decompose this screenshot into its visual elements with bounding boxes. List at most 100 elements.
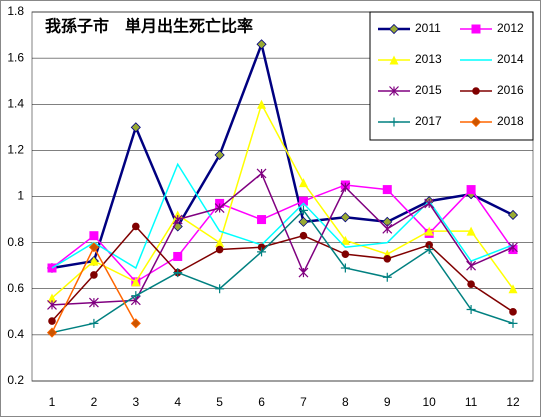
marker xyxy=(46,327,58,338)
marker xyxy=(47,299,57,310)
y-tick-label: 1.6 xyxy=(7,50,24,64)
marker xyxy=(389,86,399,96)
marker xyxy=(424,245,434,255)
x-tick-label: 6 xyxy=(258,395,265,409)
x-tick-label: 7 xyxy=(300,395,307,409)
legend-label: 2014 xyxy=(497,52,524,66)
series-line xyxy=(51,184,514,283)
marker xyxy=(214,149,225,161)
y-tick-label: 1.8 xyxy=(7,4,24,18)
marker xyxy=(298,205,308,215)
marker xyxy=(509,308,517,316)
marker xyxy=(340,212,351,223)
marker xyxy=(215,245,224,254)
marker xyxy=(340,263,350,273)
marker xyxy=(508,242,518,253)
legend-label: 2018 xyxy=(497,114,524,128)
marker xyxy=(341,250,350,258)
marker xyxy=(298,216,309,227)
x-tick-label: 3 xyxy=(132,395,139,409)
marker xyxy=(466,185,476,195)
marker xyxy=(257,99,267,109)
marker xyxy=(257,215,267,225)
legend-label: 2015 xyxy=(415,83,442,97)
marker xyxy=(382,272,392,282)
marker xyxy=(472,87,480,95)
marker xyxy=(48,317,56,325)
y-tick-label: 0.6 xyxy=(7,281,24,295)
legend-label: 2013 xyxy=(415,52,442,66)
marker xyxy=(507,209,519,221)
marker xyxy=(88,297,99,308)
marker xyxy=(89,256,99,266)
marker xyxy=(389,117,399,127)
y-tick-label: 0.4 xyxy=(7,327,24,341)
x-tick-label: 1 xyxy=(49,395,56,409)
marker xyxy=(88,242,99,253)
marker xyxy=(508,284,518,294)
x-tick-label: 4 xyxy=(174,395,181,409)
marker xyxy=(130,122,141,133)
x-tick-label: 5 xyxy=(216,395,223,409)
y-tick-label: 0.8 xyxy=(7,235,24,249)
marker xyxy=(173,268,183,278)
y-tick-label: 0.2 xyxy=(7,373,24,387)
marker xyxy=(89,318,99,328)
legend-label: 2016 xyxy=(497,83,524,97)
marker xyxy=(214,203,225,213)
series-line xyxy=(51,102,514,299)
marker xyxy=(298,178,308,188)
y-tick-label: 1.4 xyxy=(7,96,24,110)
marker xyxy=(340,235,350,245)
marker xyxy=(130,318,141,329)
marker xyxy=(508,318,518,328)
marker xyxy=(466,226,476,236)
marker xyxy=(470,116,482,128)
marker xyxy=(256,39,267,50)
series-line xyxy=(51,209,514,334)
marker xyxy=(257,247,267,257)
marker xyxy=(90,271,98,279)
marker xyxy=(425,241,433,249)
chart-title: 我孫子市 単月出生死亡比率 xyxy=(45,17,253,36)
marker xyxy=(256,168,267,179)
marker xyxy=(131,291,141,301)
marker xyxy=(382,223,393,234)
marker xyxy=(466,260,477,271)
marker xyxy=(299,231,308,240)
marker xyxy=(215,198,225,208)
marker xyxy=(298,196,308,206)
legend-label: 2017 xyxy=(415,114,442,128)
x-tick-label: 11 xyxy=(465,395,478,409)
marker xyxy=(467,280,475,288)
marker xyxy=(131,277,141,287)
marker xyxy=(382,185,392,195)
marker xyxy=(298,267,309,278)
marker xyxy=(215,284,225,294)
legend-label: 2012 xyxy=(497,21,524,35)
marker xyxy=(424,226,434,236)
x-tick-label: 8 xyxy=(342,395,349,409)
marker xyxy=(389,55,399,65)
marker xyxy=(47,293,57,303)
marker xyxy=(215,238,225,248)
marker xyxy=(388,23,400,35)
marker xyxy=(383,254,392,263)
marker xyxy=(340,182,351,193)
series-line xyxy=(51,225,514,322)
x-tick-label: 10 xyxy=(423,395,437,409)
x-tick-label: 9 xyxy=(384,395,391,409)
marker xyxy=(172,214,183,225)
x-tick-label: 2 xyxy=(91,395,98,409)
marker xyxy=(424,198,435,209)
marker xyxy=(466,305,476,315)
legend-label: 2011 xyxy=(415,21,441,35)
legend-box xyxy=(369,11,534,141)
marker xyxy=(173,251,183,261)
marker xyxy=(132,222,140,231)
x-tick-label: 12 xyxy=(506,395,520,409)
marker xyxy=(471,24,481,34)
series-line xyxy=(51,40,514,270)
y-tick-label: 1.2 xyxy=(7,143,24,157)
